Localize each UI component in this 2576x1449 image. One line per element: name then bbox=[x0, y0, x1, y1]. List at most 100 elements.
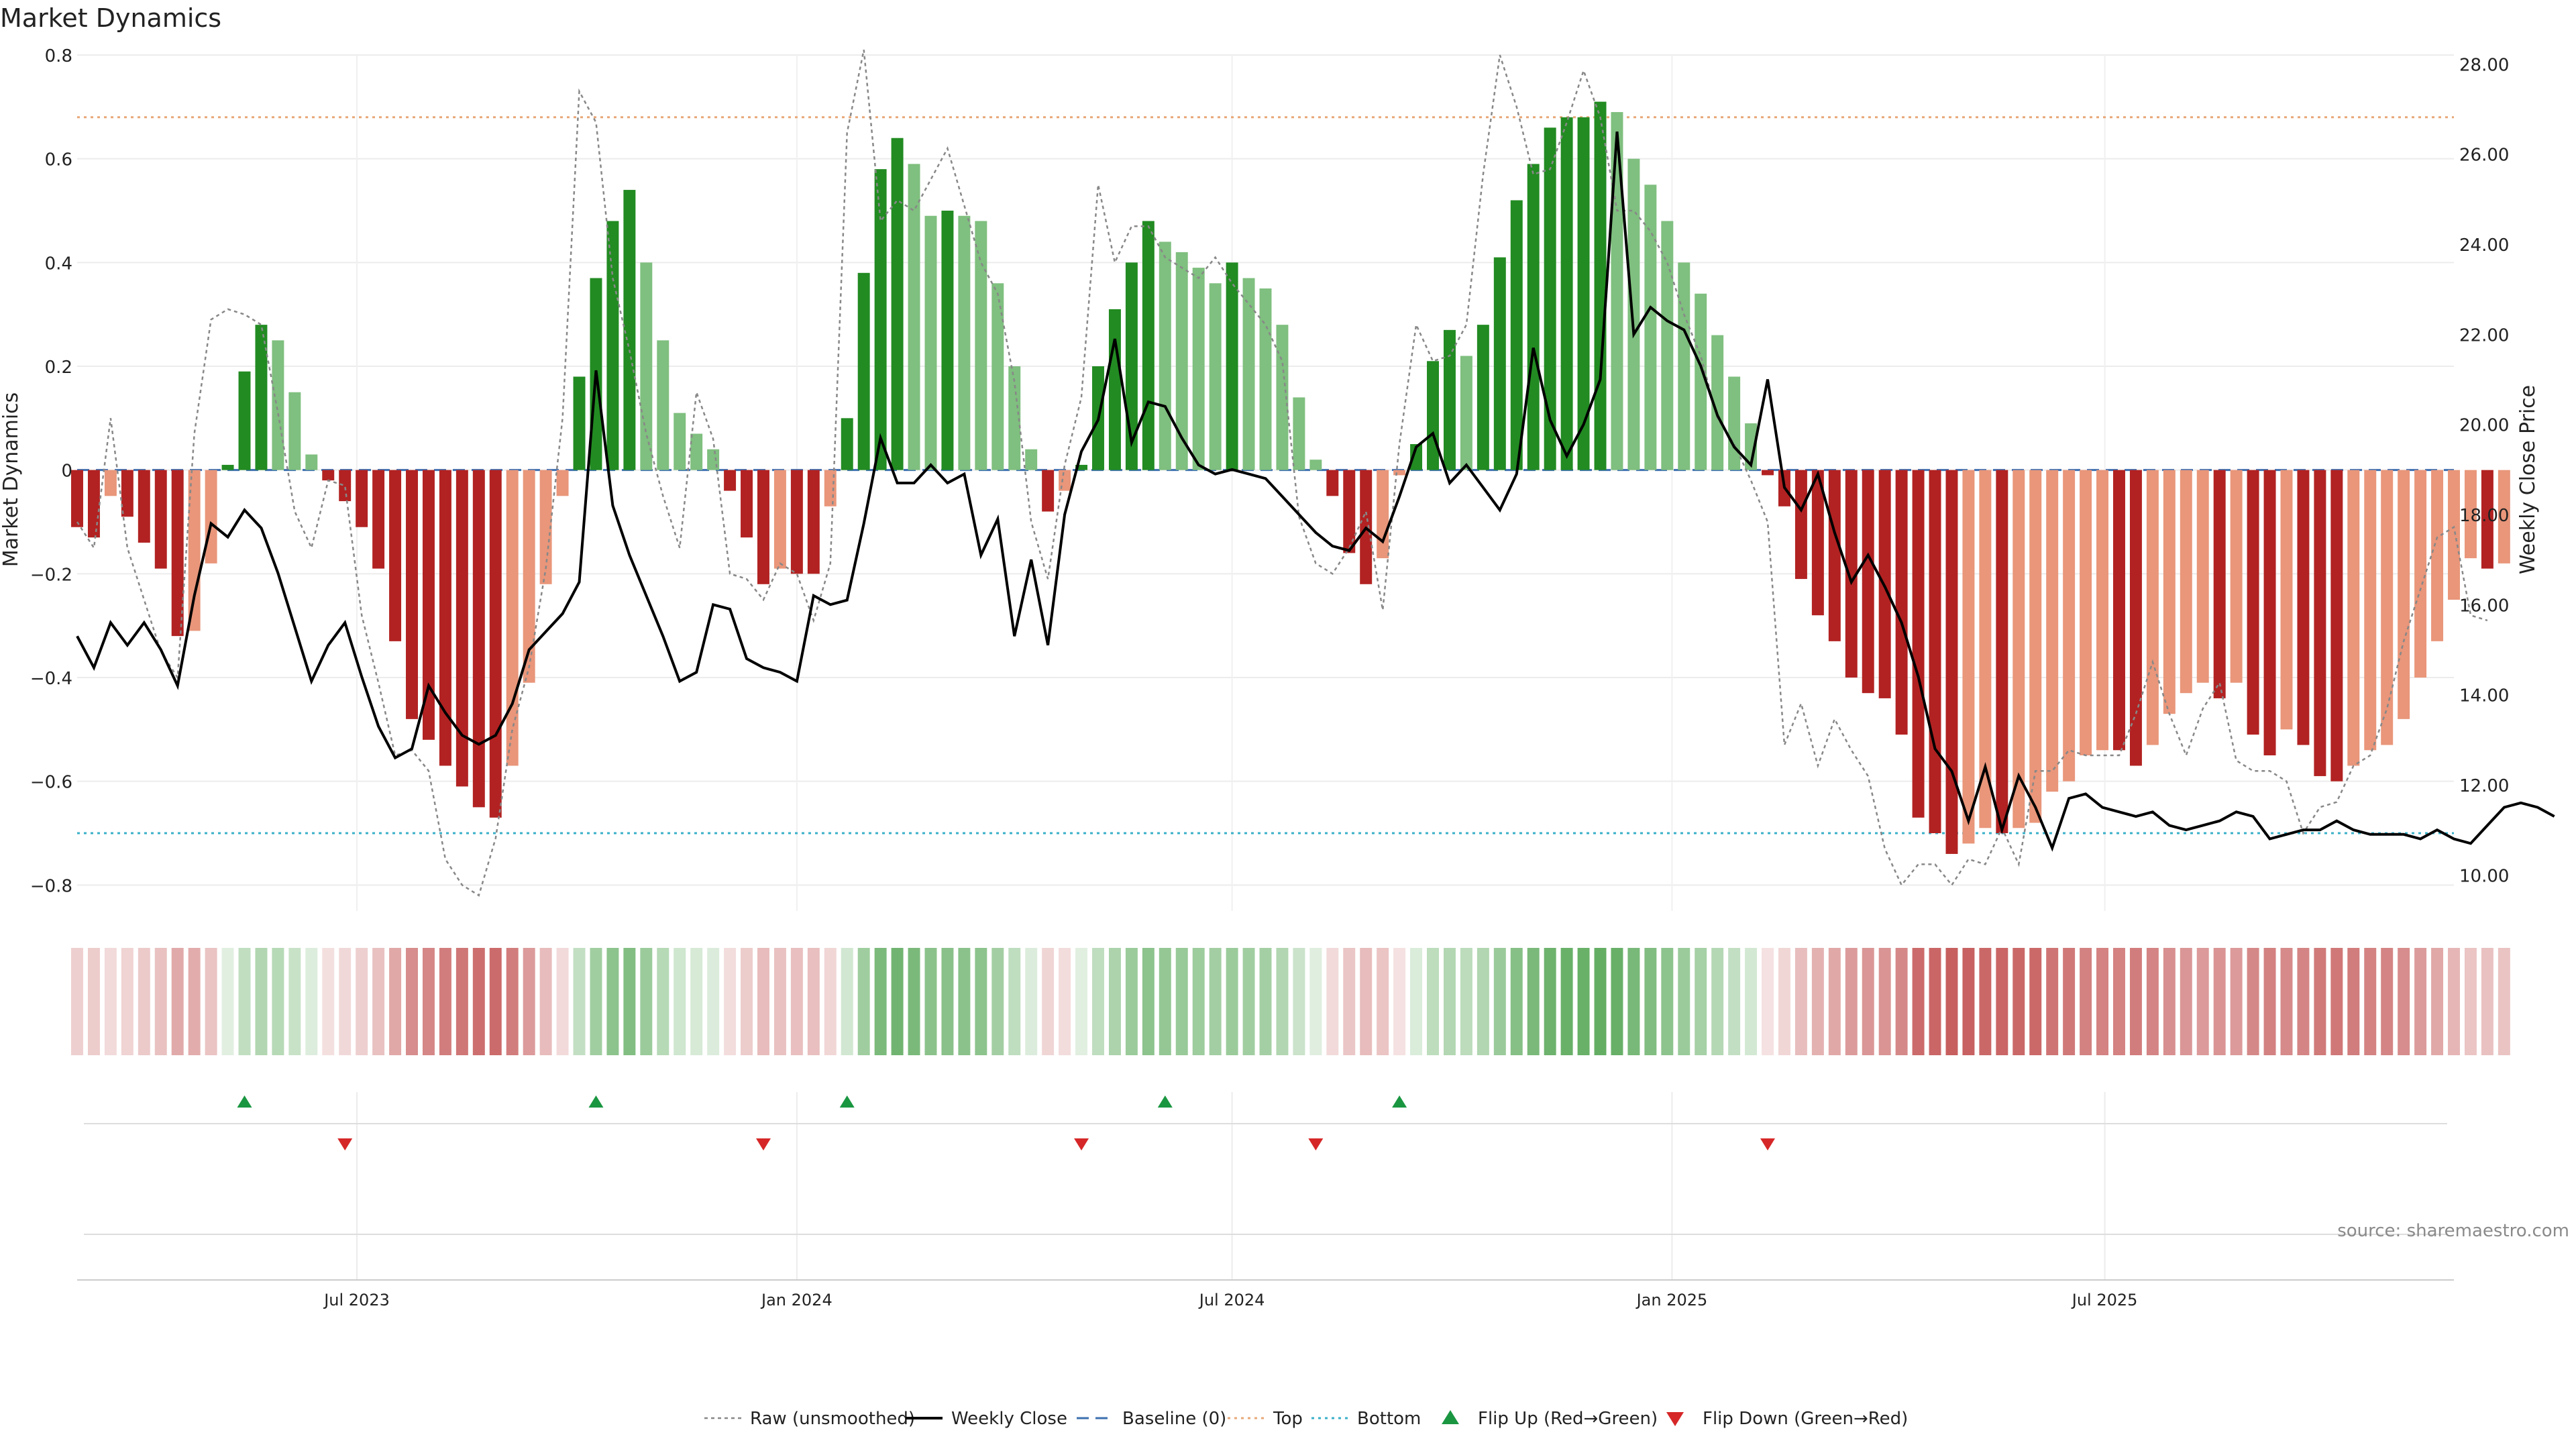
heat-strip-cell bbox=[1326, 948, 1339, 1055]
dynamics-bar bbox=[2364, 470, 2377, 751]
dynamics-bar bbox=[2230, 470, 2243, 683]
heat-strip-cell bbox=[2381, 948, 2394, 1055]
dynamics-bar bbox=[1393, 470, 1406, 476]
heat-strip-cell bbox=[138, 948, 150, 1055]
dynamics-bar bbox=[1912, 470, 1925, 818]
dynamics-bar bbox=[255, 325, 268, 470]
heat-strip-cell bbox=[874, 948, 887, 1055]
source-note: source: sharemaestro.com bbox=[2337, 1221, 2569, 1241]
heat-strip-cell bbox=[991, 948, 1004, 1055]
y2-tick-label: 20.00 bbox=[2459, 416, 2509, 436]
dynamics-bar bbox=[1794, 470, 1807, 580]
heat-strip-cell bbox=[339, 948, 352, 1055]
heat-strip-cell bbox=[1711, 948, 1724, 1055]
dynamics-bar bbox=[1560, 117, 1573, 470]
legend-label: Flip Up (Red→Green) bbox=[1478, 1409, 1658, 1429]
heat-strip-cell bbox=[1962, 948, 1975, 1055]
heat-strip-cell bbox=[606, 948, 619, 1055]
dynamics-bar bbox=[690, 433, 703, 470]
heat-strip-cell bbox=[657, 948, 669, 1055]
dynamics-bar bbox=[1661, 221, 1674, 470]
dynamics-bar bbox=[556, 470, 569, 496]
dynamics-bar bbox=[1510, 200, 1523, 470]
heat-strip-cell bbox=[2247, 948, 2259, 1055]
dynamics-bar bbox=[908, 164, 920, 470]
heat-strip-cell bbox=[941, 948, 954, 1055]
legend-label: Bottom bbox=[1357, 1409, 1421, 1429]
dynamics-bar bbox=[724, 470, 737, 491]
heat-strip-cell bbox=[104, 948, 117, 1055]
heat-strip-cell bbox=[1175, 948, 1188, 1055]
heat-strip-cell bbox=[1259, 948, 1272, 1055]
flip-up-marker bbox=[839, 1095, 855, 1108]
heat-strip-cell bbox=[640, 948, 653, 1055]
dynamics-bar bbox=[1042, 470, 1055, 512]
y-tick-label: 0 bbox=[61, 462, 72, 482]
heat-strip-cell bbox=[1025, 948, 1038, 1055]
dynamics-bar bbox=[1493, 257, 1506, 470]
dynamics-bar bbox=[2398, 470, 2410, 719]
legend-label: Flip Down (Green→Red) bbox=[1703, 1409, 1908, 1429]
raw-series-line bbox=[76, 50, 2488, 897]
y-tick-label: −0.6 bbox=[30, 773, 72, 793]
heat-strip-cell bbox=[2398, 948, 2410, 1055]
heat-strip-cell bbox=[439, 948, 451, 1055]
y2-tick-label: 24.00 bbox=[2459, 235, 2509, 256]
heat-strip-cell bbox=[1862, 948, 1874, 1055]
flip-down-marker bbox=[1308, 1138, 1324, 1150]
heat-strip-cell bbox=[2096, 948, 2109, 1055]
dynamics-bar bbox=[1242, 278, 1255, 470]
heat-strip-cell bbox=[674, 948, 686, 1055]
heat-strip-cell bbox=[1343, 948, 1356, 1055]
dynamics-bar bbox=[1108, 309, 1121, 470]
dynamics-bar bbox=[372, 470, 385, 569]
legend-label: Weekly Close bbox=[951, 1409, 1067, 1429]
heat-strip-cell bbox=[305, 948, 318, 1055]
dynamics-bar bbox=[2063, 470, 2076, 782]
heat-strip-cell bbox=[1125, 948, 1138, 1055]
heat-strip-cell bbox=[1527, 948, 1540, 1055]
heat-strip-cell bbox=[2314, 948, 2326, 1055]
y2-tick-label: 10.00 bbox=[2459, 866, 2509, 886]
flip-up-marker bbox=[1157, 1095, 1173, 1108]
dynamics-bar bbox=[523, 470, 535, 683]
dynamics-bar bbox=[1276, 325, 1289, 470]
heat-strip-cell bbox=[506, 948, 519, 1055]
dynamics-bar bbox=[1427, 361, 1439, 470]
dynamics-bar bbox=[221, 464, 234, 470]
heat-strip-cell bbox=[623, 948, 636, 1055]
dynamics-bar bbox=[674, 413, 686, 470]
heat-strip-cell bbox=[2063, 948, 2076, 1055]
heat-strip-cell bbox=[2498, 948, 2510, 1055]
dynamics-bar bbox=[539, 470, 552, 584]
heat-strip-cell bbox=[841, 948, 853, 1055]
dynamics-bar bbox=[1309, 460, 1322, 470]
dynamics-bar bbox=[1075, 464, 1088, 470]
dynamics-bar bbox=[1527, 164, 1540, 470]
dynamics-bar bbox=[1611, 112, 1623, 470]
y2-tick-label: 26.00 bbox=[2459, 146, 2509, 166]
heat-strip-cell bbox=[2347, 948, 2360, 1055]
heat-strip-cell bbox=[1410, 948, 1423, 1055]
dynamics-bar bbox=[2247, 470, 2259, 735]
heat-strip-cell bbox=[1878, 948, 1891, 1055]
dynamics-bar bbox=[339, 470, 352, 502]
dynamics-bar bbox=[1594, 101, 1607, 470]
dynamics-bar bbox=[1828, 470, 1841, 641]
dynamics-bar bbox=[1762, 470, 1774, 476]
dynamics-bar bbox=[1979, 470, 1992, 828]
dynamics-bar bbox=[606, 221, 619, 470]
dynamics-bar bbox=[1008, 366, 1021, 470]
legend-symbol bbox=[1666, 1412, 1684, 1426]
dynamics-bar bbox=[741, 470, 753, 538]
dynamics-bar bbox=[1142, 221, 1155, 470]
x-tick-label: Jul 2023 bbox=[323, 1291, 390, 1309]
heat-strip-cell bbox=[1594, 948, 1607, 1055]
heat-strip-cell bbox=[489, 948, 502, 1055]
heat-strip-cell bbox=[1360, 948, 1373, 1055]
heat-strip-cell bbox=[188, 948, 201, 1055]
y2-axis-label: Weekly Close Price bbox=[2516, 385, 2540, 574]
y-tick-label: −0.4 bbox=[30, 669, 72, 689]
dynamics-bar bbox=[857, 272, 870, 470]
heat-strip-cell bbox=[1678, 948, 1690, 1055]
